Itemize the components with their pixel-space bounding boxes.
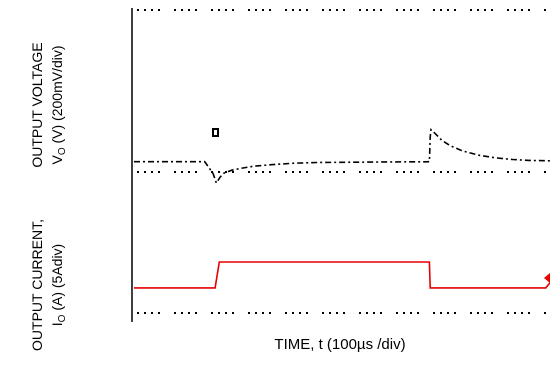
x-axis-label: TIME, t (100µs /div) [274,336,405,353]
y-axis-label-voltage-line1: OUTPUT VOLTAGE [29,42,45,167]
current-end-marker [544,273,550,283]
y-axis-label-current-line1: OUTPUT CURRENT, [29,219,45,351]
voltage-trace [134,128,550,185]
series-layer [134,128,550,289]
current-trace [134,261,550,289]
trigger-marker-inner [214,130,217,135]
y-axis-label-voltage-line2: VO (V) (200mV/div) [49,45,68,164]
y-axis-label-current-line2: IO (A) (5Adiv) [49,244,68,326]
